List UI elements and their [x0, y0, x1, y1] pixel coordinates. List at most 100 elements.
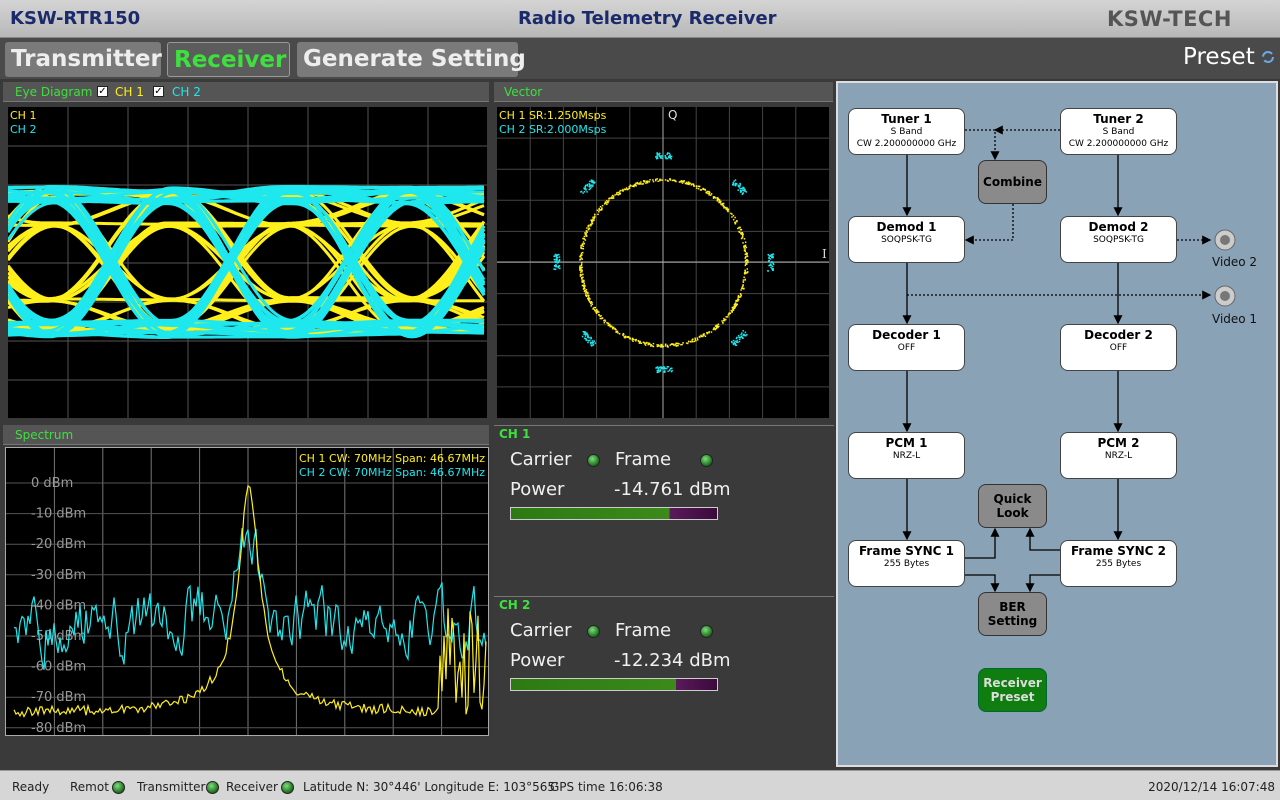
- constellation-dot: [601, 208, 603, 210]
- constellation-dot: [745, 263, 747, 265]
- constellation-dot: [588, 297, 590, 299]
- constellation-dot: [582, 192, 584, 194]
- constellation-dot: [579, 275, 582, 277]
- constellation-dot: [589, 187, 592, 190]
- constellation-dot: [554, 268, 557, 271]
- node[interactable]: Demod 2 SOQPSK-TG: [1060, 216, 1177, 263]
- constellation-dot: [625, 188, 627, 191]
- constellation-dot: [743, 187, 745, 190]
- constellation-dot: [702, 187, 705, 190]
- constellation-dot: [771, 253, 774, 256]
- constellation-dot: [582, 241, 585, 243]
- tab[interactable]: Transmitter: [5, 42, 162, 77]
- constellation-dot: [580, 274, 583, 276]
- constellation-dot: [583, 290, 586, 293]
- constellation-dot: [743, 333, 745, 336]
- status-text: Ready: [12, 780, 50, 794]
- constellation-dot: [745, 252, 747, 254]
- constellation-dot: [585, 232, 587, 234]
- node[interactable]: Frame SYNC 2 255 Bytes: [1060, 540, 1177, 587]
- constellation-dot: [627, 188, 630, 190]
- constellation-dot: [688, 181, 690, 184]
- constellation-dot: [703, 334, 705, 337]
- constellation-dot: [592, 307, 594, 310]
- tab[interactable]: Generate Setting: [297, 42, 526, 77]
- node[interactable]: Quick Look: [978, 484, 1047, 528]
- constellation-dot: [651, 345, 654, 347]
- constellation-dot: [555, 261, 557, 264]
- node[interactable]: Receiver Preset: [978, 668, 1047, 712]
- node[interactable]: Decoder 2 OFF: [1060, 324, 1177, 371]
- constellation-dot: [744, 253, 747, 256]
- constellation-dot: [738, 186, 741, 188]
- constellation-dot: [638, 183, 641, 185]
- constellation-dot: [604, 203, 606, 205]
- constellation-dot: [580, 263, 583, 265]
- constellation-dot: [666, 179, 669, 182]
- constellation-dot: [604, 319, 606, 321]
- constellation-dot: [734, 340, 736, 343]
- panel-header: [3, 425, 489, 445]
- node[interactable]: Frame SYNC 1 255 Bytes: [848, 540, 965, 587]
- constellation-dot: [584, 287, 586, 290]
- constellation-dot: [593, 309, 596, 311]
- node[interactable]: Combine: [978, 160, 1047, 204]
- constellation-dot: [657, 153, 659, 156]
- constellation-dot: [695, 340, 697, 342]
- constellation-dot: [660, 343, 662, 346]
- constellation-dot: [667, 370, 669, 373]
- constellation-dot: [660, 346, 662, 348]
- constellation-dot: [715, 327, 718, 330]
- constellation-dot: [612, 328, 614, 330]
- constellation-dot: [592, 343, 595, 346]
- constellation-dot: [708, 191, 711, 194]
- constellation-dot: [581, 258, 583, 260]
- constellation-dot: [606, 199, 608, 202]
- constellation-dot: [624, 188, 626, 190]
- preset[interactable]: Preset: [1183, 44, 1255, 70]
- tab-active[interactable]: Receiver: [167, 42, 290, 77]
- constellation-dot: [599, 317, 602, 320]
- constellation-dot: [614, 194, 616, 196]
- level-label: -20 dBm: [31, 537, 86, 552]
- constellation-dot: [716, 197, 719, 199]
- constellation-dot: [616, 330, 619, 333]
- constellation-dot: [643, 180, 646, 182]
- constellation-dot: [732, 339, 735, 342]
- constellation-dot: [609, 324, 611, 327]
- constellation-dot: [767, 260, 770, 262]
- constellation-dot: [583, 238, 586, 240]
- constellation-dot: [586, 339, 588, 342]
- constellation-dot: [731, 184, 734, 186]
- node-title: Decoder 2: [1084, 328, 1153, 342]
- constellation-dot: [685, 342, 688, 344]
- eye-trace: [8, 191, 486, 310]
- constellation-dot: [592, 180, 595, 183]
- constellation-dot: [668, 156, 670, 158]
- constellation-dot: [589, 339, 591, 342]
- constellation-dot: [745, 262, 747, 264]
- refresh-icon[interactable]: [1261, 50, 1275, 64]
- node[interactable]: PCM 1 NRZ-L: [848, 432, 965, 479]
- node[interactable]: Demod 1 SOQPSK-TG: [848, 216, 965, 263]
- node[interactable]: BER Setting: [978, 592, 1047, 636]
- constellation-dot: [730, 340, 733, 343]
- checkbox[interactable]: ✓: [153, 86, 164, 97]
- constellation-dot: [636, 181, 639, 184]
- constellation-dot: [660, 155, 662, 157]
- checkbox[interactable]: ✓: [97, 86, 108, 97]
- node[interactable]: Decoder 1 OFF: [848, 324, 965, 371]
- constellation-dot: [632, 340, 634, 343]
- constellation-dot: [698, 336, 701, 338]
- axis-label: Q: [668, 108, 678, 122]
- constellation-dot: [741, 231, 743, 234]
- constellation-dot: [591, 342, 594, 344]
- power-bar: [510, 507, 718, 520]
- node[interactable]: PCM 2 NRZ-L: [1060, 432, 1177, 479]
- constellation-dot: [579, 267, 581, 269]
- constellation-dot: [674, 343, 677, 346]
- label: Carrier: [510, 620, 572, 641]
- constellation-dot: [731, 213, 733, 215]
